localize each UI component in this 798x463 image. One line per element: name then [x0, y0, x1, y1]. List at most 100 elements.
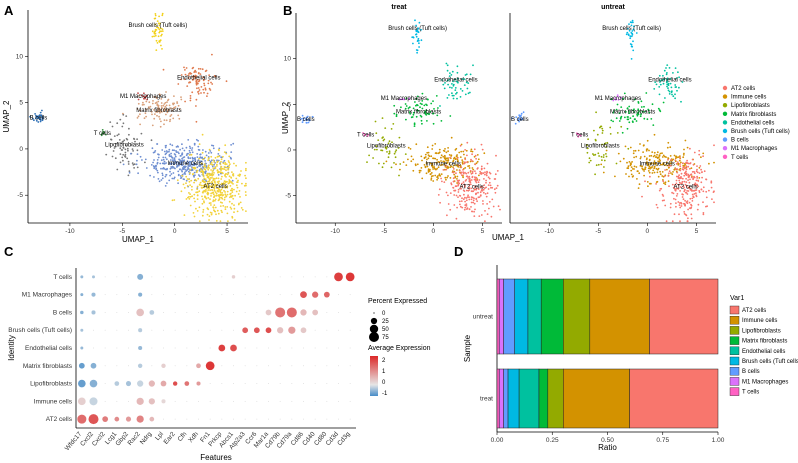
- umap-point: [153, 117, 156, 120]
- umap-point: [677, 177, 680, 180]
- dot-bg: [268, 294, 269, 296]
- umap-point: [679, 190, 681, 192]
- umap-point: [100, 133, 103, 135]
- umap-point: [175, 161, 178, 164]
- cluster-matrix-fibroblasts: [122, 91, 183, 128]
- umap-point: [235, 177, 238, 180]
- dot-bg: [244, 347, 246, 349]
- umap-point: [637, 149, 640, 152]
- umap-point: [429, 168, 431, 171]
- umap-point: [615, 162, 618, 165]
- cluster-label-matrix-fibroblasts: Matrix fibroblasts: [136, 108, 181, 114]
- umap-point: [446, 165, 449, 168]
- umap-point: [119, 118, 122, 121]
- umap-point: [178, 117, 181, 120]
- umap-point: [198, 165, 200, 167]
- umap-point: [121, 125, 124, 128]
- umap-point: [226, 186, 229, 189]
- umap-point: [696, 171, 699, 174]
- dot-bg: [279, 365, 281, 367]
- legend-label-immune-cells: Immune cells: [742, 318, 777, 324]
- umap-point: [675, 205, 677, 208]
- umap-point: [484, 210, 486, 212]
- umap-point: [416, 163, 419, 166]
- umap-point: [679, 165, 682, 168]
- umap-point: [655, 83, 658, 86]
- umap-point: [390, 127, 393, 130]
- umap-point: [207, 79, 210, 82]
- dot-bg: [116, 329, 118, 331]
- umap-point: [398, 98, 401, 101]
- umap-point: [426, 146, 429, 149]
- umap-point: [648, 111, 651, 114]
- umap-point: [165, 144, 168, 147]
- umap-point: [381, 149, 384, 152]
- umap-point: [610, 98, 613, 101]
- percent-legend-label: 50: [382, 327, 389, 333]
- umap-point: [212, 199, 215, 202]
- umap-point: [662, 78, 664, 81]
- umap-point: [122, 159, 124, 162]
- umap-point: [646, 139, 649, 142]
- umap-point: [678, 179, 681, 182]
- umap-point: [690, 176, 693, 179]
- umap-point: [150, 110, 153, 113]
- umap-point: [132, 150, 135, 152]
- umap-point: [473, 210, 475, 213]
- umap-point: [655, 167, 658, 170]
- umap-point: [442, 155, 445, 158]
- umap-point: [625, 33, 628, 36]
- umap-point: [468, 183, 471, 186]
- umap-point: [388, 140, 391, 143]
- umap-point: [650, 162, 653, 165]
- umap-point: [674, 67, 677, 69]
- umap-point: [663, 78, 666, 80]
- umap-point: [655, 162, 657, 165]
- umap-point: [471, 170, 474, 173]
- umap-point: [468, 186, 471, 189]
- umap-point: [438, 161, 441, 164]
- umap-point: [227, 160, 230, 162]
- umap-point: [629, 43, 632, 45]
- umap-point: [628, 175, 630, 178]
- umap-point: [619, 96, 622, 98]
- umap-point: [443, 161, 446, 163]
- umap-point: [452, 171, 455, 174]
- dot-immune-cells-cxcl2: [89, 397, 98, 406]
- umap-point: [408, 111, 411, 113]
- umap-point: [220, 158, 223, 161]
- umap-point: [164, 105, 167, 108]
- umap-point: [193, 181, 196, 184]
- umap-point: [302, 119, 305, 122]
- cluster-matrix-fibroblasts: [393, 92, 452, 127]
- dot-bg: [209, 400, 211, 402]
- umap-point: [693, 151, 696, 154]
- umap-point: [140, 132, 143, 135]
- legend-label-m1-macrophages: M1 Macrophages: [742, 379, 788, 385]
- umap-point: [177, 182, 180, 185]
- umap-point: [194, 74, 197, 77]
- umap-point: [669, 162, 671, 165]
- umap-point: [165, 108, 168, 110]
- umap-point: [159, 39, 162, 42]
- umap-point: [204, 87, 207, 90]
- dot-bg: [221, 276, 223, 278]
- dot-brush-cells-tuft-cells-mar1a: [265, 327, 272, 334]
- umap-point: [41, 116, 44, 118]
- umap-point: [206, 92, 209, 95]
- umap-point: [305, 116, 308, 119]
- dot-bg: [244, 276, 246, 278]
- umap-point: [220, 156, 223, 159]
- umap-point: [627, 147, 630, 150]
- umap-point: [413, 125, 416, 127]
- umap-point: [651, 166, 653, 168]
- umap-point: [417, 110, 419, 112]
- umap-point: [464, 74, 467, 76]
- umap-point: [682, 154, 685, 156]
- umap-point: [483, 184, 486, 187]
- umap-point: [466, 154, 468, 157]
- umap-point: [475, 181, 478, 184]
- umap-point: [470, 187, 473, 190]
- panel-label-c: C: [4, 244, 14, 259]
